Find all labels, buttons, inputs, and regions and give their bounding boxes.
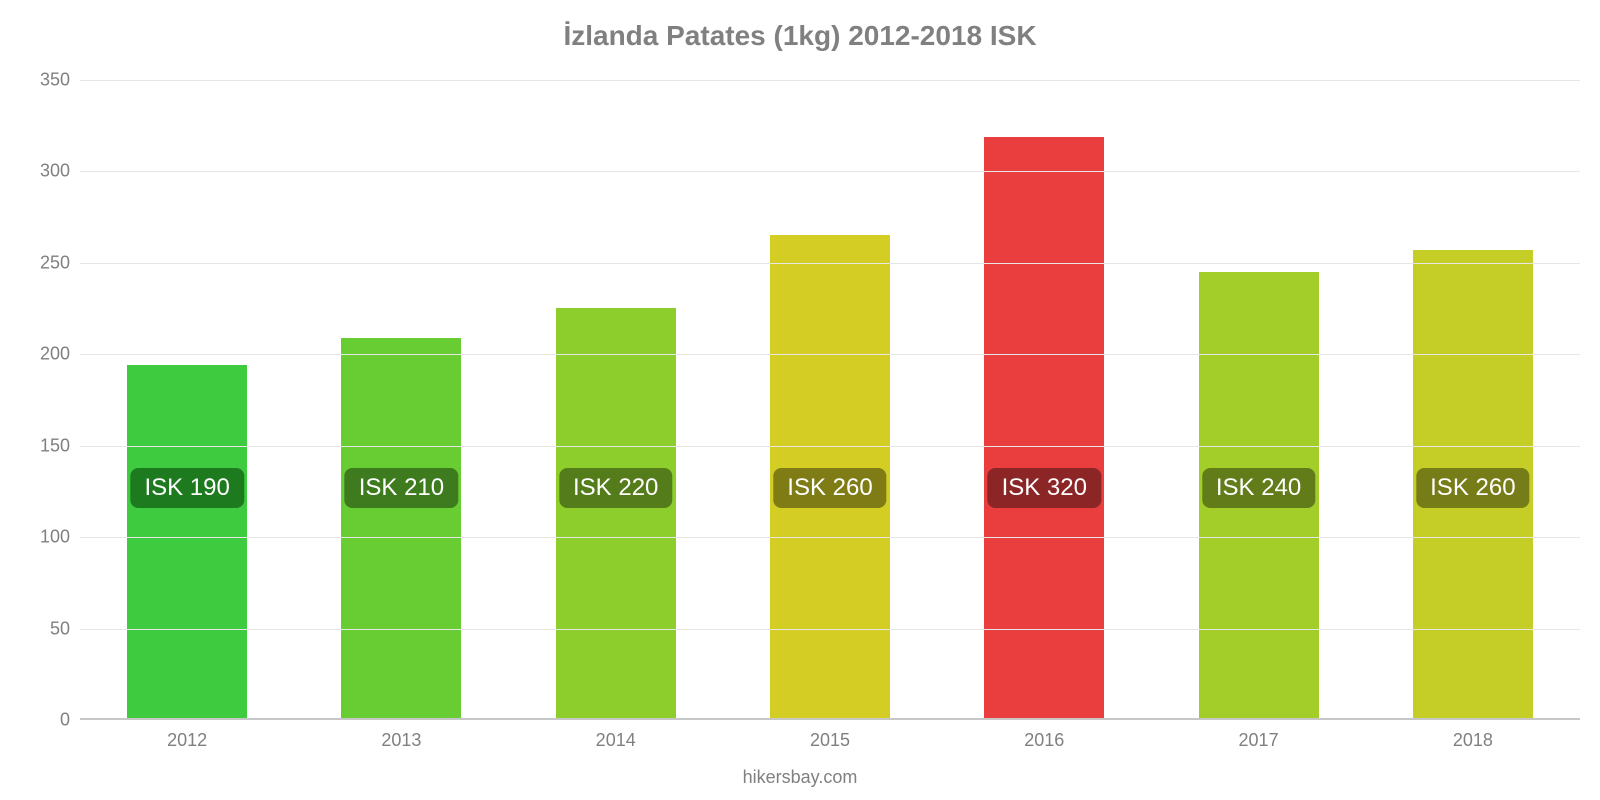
bar-value-label: ISK 210 (345, 468, 458, 508)
y-tick-label: 50 (50, 618, 70, 639)
gridline (80, 537, 1580, 538)
gridline (80, 263, 1580, 264)
bar-slot: ISK 2602015 (723, 78, 937, 718)
chart-title: İzlanda Patates (1kg) 2012-2018 ISK (0, 20, 1600, 52)
source-label: hikersbay.com (0, 767, 1600, 788)
y-tick-label: 100 (40, 527, 70, 548)
bars-layer: ISK 1902012ISK 2102013ISK 2202014ISK 260… (80, 80, 1580, 718)
bar-value-label: ISK 190 (130, 468, 243, 508)
y-tick-label: 250 (40, 252, 70, 273)
bar-value-label: ISK 260 (773, 468, 886, 508)
bar-slot: ISK 2402017 (1151, 78, 1365, 718)
plot-area: ISK 1902012ISK 2102013ISK 2202014ISK 260… (80, 80, 1580, 720)
x-tick-label: 2015 (810, 730, 850, 751)
x-tick-label: 2014 (596, 730, 636, 751)
x-tick-label: 2013 (381, 730, 421, 751)
bar (984, 137, 1104, 718)
bar (556, 308, 676, 718)
bar-slot: ISK 3202016 (937, 78, 1151, 718)
bar (341, 338, 461, 718)
bar (127, 365, 247, 718)
price-bar-chart: İzlanda Patates (1kg) 2012-2018 ISK ISK … (0, 0, 1600, 800)
y-tick-label: 200 (40, 344, 70, 365)
bar-value-label: ISK 220 (559, 468, 672, 508)
gridline (80, 354, 1580, 355)
y-tick-label: 0 (60, 710, 70, 731)
bar-slot: ISK 1902012 (80, 78, 294, 718)
x-tick-label: 2018 (1453, 730, 1493, 751)
bar-slot: ISK 2102013 (294, 78, 508, 718)
bar-slot: ISK 2202014 (509, 78, 723, 718)
x-tick-label: 2012 (167, 730, 207, 751)
bar-value-label: ISK 240 (1202, 468, 1315, 508)
y-tick-label: 350 (40, 70, 70, 91)
gridline (80, 80, 1580, 81)
bar-slot: ISK 2602018 (1366, 78, 1580, 718)
x-tick-label: 2016 (1024, 730, 1064, 751)
gridline (80, 446, 1580, 447)
gridline (80, 629, 1580, 630)
bar-value-label: ISK 320 (988, 468, 1101, 508)
x-tick-label: 2017 (1239, 730, 1279, 751)
y-tick-label: 300 (40, 161, 70, 182)
bar-value-label: ISK 260 (1416, 468, 1529, 508)
y-tick-label: 150 (40, 435, 70, 456)
gridline (80, 171, 1580, 172)
